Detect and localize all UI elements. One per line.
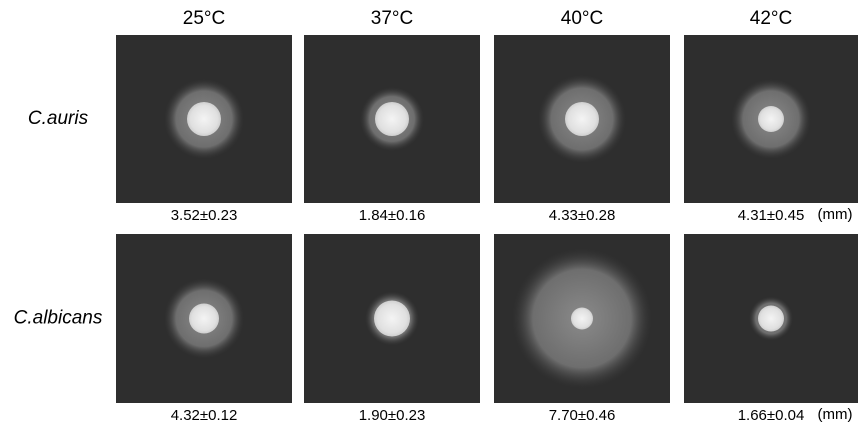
- row-label: C.auris: [28, 108, 89, 129]
- measurement: 3.52±0.23: [171, 207, 238, 224]
- figure: 25°C 37°C 40°C 42°C C.auris 3.52±0.23 1.84±0.1…: [0, 0, 858, 428]
- measurement: 1.66±0.04: [738, 407, 805, 424]
- disk: [758, 106, 784, 132]
- column-header: 37°C: [371, 8, 413, 29]
- disk: [374, 301, 410, 337]
- measurement: 4.32±0.12: [171, 407, 238, 424]
- disk: [565, 102, 599, 136]
- measurement: 7.70±0.46: [549, 407, 616, 424]
- disk: [375, 102, 409, 136]
- disk: [187, 102, 221, 136]
- page: 25°C 37°C 40°C 42°C C.auris 3.52±0.23 1.84±0.1…: [0, 0, 858, 433]
- column-header: 40°C: [561, 8, 603, 29]
- disk: [571, 308, 593, 330]
- measurement: 4.33±0.28: [549, 207, 616, 224]
- unit-label: (mm): [818, 406, 853, 423]
- column-header: 25°C: [183, 8, 225, 29]
- disk: [758, 306, 784, 332]
- row-label: C.albicans: [14, 308, 103, 329]
- disk: [189, 304, 219, 334]
- measurement: 1.90±0.23: [359, 407, 426, 424]
- measurement: 1.84±0.16: [359, 207, 426, 224]
- unit-label: (mm): [818, 206, 853, 223]
- measurement: 4.31±0.45: [738, 207, 805, 224]
- column-header: 42°C: [750, 8, 792, 29]
